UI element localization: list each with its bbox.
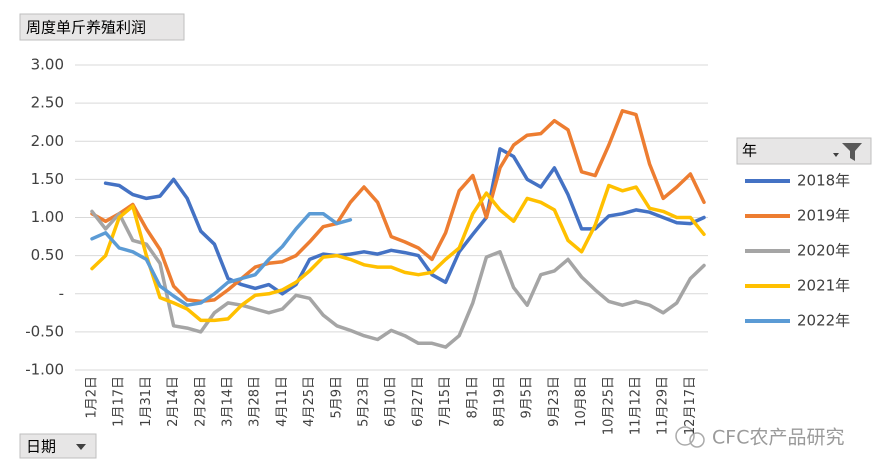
series-line bbox=[90, 183, 706, 323]
y-tick-label: -1.00 bbox=[25, 361, 64, 379]
filter-icon bbox=[842, 143, 862, 161]
chart-title: 周度单斤养殖利润 bbox=[26, 19, 146, 37]
legend-label: 2022年 bbox=[797, 312, 850, 330]
legend-label: 2019年 bbox=[797, 207, 850, 225]
legend-label: 2018年 bbox=[797, 172, 850, 190]
series-line bbox=[90, 109, 706, 304]
y-tick-label: 2.00 bbox=[31, 132, 64, 150]
x-tick-label: 1月31日 bbox=[139, 376, 154, 427]
x-tick-label: 4月25日 bbox=[302, 376, 317, 427]
x-tick-label: 9月23日 bbox=[547, 376, 562, 427]
legend-button[interactable] bbox=[736, 137, 872, 165]
legend: 2018年 2019年 2020年 2021年 2022年 bbox=[745, 172, 850, 330]
x-tick-label: 8月1日 bbox=[465, 376, 480, 419]
dropdown-icon bbox=[833, 153, 839, 157]
x-tick-label: 11月12日 bbox=[629, 376, 644, 435]
y-tick-label: 0.50 bbox=[31, 246, 64, 264]
x-tick-label: 1月17日 bbox=[112, 376, 127, 427]
x-tick-label: 5月9日 bbox=[329, 376, 344, 419]
x-tick-label: 12月17日 bbox=[683, 376, 698, 435]
x-tick-label: 3月14日 bbox=[221, 376, 236, 427]
y-tick-label: 2.50 bbox=[31, 94, 64, 112]
x-tick-label: 8月19日 bbox=[493, 376, 508, 427]
x-tick-label: 2月14日 bbox=[166, 376, 181, 427]
legend-label: 2021年 bbox=[797, 277, 850, 295]
field-button[interactable] bbox=[19, 13, 185, 41]
x-field-label: 日期 bbox=[26, 438, 56, 456]
x-tick-label: 9月5日 bbox=[520, 376, 535, 419]
legend-label: 2020年 bbox=[797, 242, 850, 260]
x-tick-label: 5月23日 bbox=[357, 376, 372, 427]
series-line bbox=[103, 147, 706, 296]
y-tick-label: -0.50 bbox=[25, 322, 64, 340]
dropdown-icon bbox=[76, 444, 86, 450]
x-tick-label: 2月28日 bbox=[193, 376, 208, 427]
x-tick-label: 10月25日 bbox=[601, 376, 616, 435]
x-tick-label: 11月29日 bbox=[656, 376, 671, 435]
x-tick-label: 10月8日 bbox=[574, 376, 589, 427]
x-tick-label: 6月10日 bbox=[384, 376, 399, 427]
legend-title: 年 bbox=[742, 142, 757, 160]
x-tick-label: 7月15日 bbox=[438, 376, 453, 427]
x-tick-label: 3月28日 bbox=[248, 376, 263, 427]
y-tick-label: 1.00 bbox=[31, 208, 64, 226]
series-line bbox=[90, 211, 353, 307]
watermark: CFC农产品研究 bbox=[712, 427, 844, 449]
watermark-icon bbox=[675, 426, 695, 446]
y-tick-label: 1.50 bbox=[31, 170, 64, 188]
y-tick-label: - bbox=[59, 284, 64, 302]
y-tick-label: 3.00 bbox=[31, 56, 64, 74]
watermark-icon bbox=[689, 432, 705, 448]
x-tick-label: 1月2日 bbox=[85, 376, 100, 419]
x-tick-label: 6月27日 bbox=[411, 376, 426, 427]
series-line bbox=[90, 209, 706, 349]
x-tick-label: 4月11日 bbox=[275, 376, 290, 427]
